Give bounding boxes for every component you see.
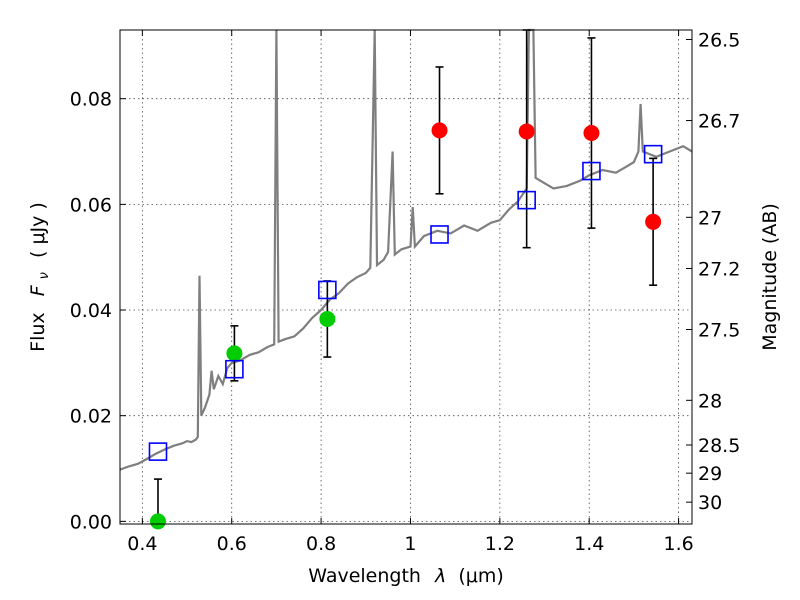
x-axis-label-symbol: λ [434, 565, 446, 587]
y-axis-label-unit: ( μJy ) [27, 202, 49, 258]
x-axis-label-unit: (μm) [458, 565, 503, 587]
y-tick-label: 0.00 [70, 511, 112, 533]
magnitude-tick-label: 28.5 [698, 435, 740, 457]
y-tick-label: 0.08 [70, 89, 112, 111]
model-spectrum-line [119, 28, 693, 471]
model-photometry-square [148, 442, 168, 461]
x-tick-label: 0.4 [127, 533, 157, 555]
data-point [149, 513, 166, 530]
x-tick-label: 0.6 [217, 533, 247, 555]
data-point [319, 311, 336, 328]
x-tick-label: 1.6 [663, 533, 693, 555]
x-axis-label-text: Wavelength [308, 565, 421, 587]
y-axis-label-sub: ν [37, 272, 52, 279]
magnitude-tick-label: 27.5 [698, 320, 740, 342]
error-bars [153, 29, 658, 525]
data-point [583, 125, 600, 142]
magnitude-tick-label: 30 [698, 492, 722, 514]
data-point [431, 122, 448, 139]
model-photometry-square [643, 144, 663, 164]
y-tick-label: 0.02 [70, 406, 112, 428]
y-axis-label-symbol: F [27, 284, 49, 296]
magnitude-tick-label: 27.2 [698, 258, 740, 280]
y2-axis-label: Magnitude (AB) [759, 203, 781, 351]
model-photometry-square [582, 161, 601, 181]
x-tick-label: 1.2 [485, 533, 515, 555]
model-photometry-square [517, 190, 536, 210]
y-axis-label-text: Flux [27, 312, 49, 352]
y-tick-label: 0.04 [70, 300, 112, 322]
x-tick-label: 1 [404, 533, 416, 555]
data-point [645, 213, 662, 230]
x-tick-label: 1.4 [574, 533, 604, 555]
data-markers [148, 122, 663, 530]
model-photometry-square [430, 225, 449, 244]
x-axis-label: Wavelength λ (μm) [308, 565, 503, 587]
y-tick-label: 0.06 [70, 194, 112, 216]
magnitude-tick-label: 26.7 [698, 111, 740, 133]
y-axis-label: Flux F ν ( μJy ) [27, 202, 53, 352]
axis-ticks: 0.4 0.6 0.8 1 1.2 1.4 1.6 0.00 0.02 0.04 0.06 0.08 2… [70, 29, 741, 555]
x-tick-label: 0.8 [306, 533, 336, 555]
magnitude-tick-label: 28 [698, 390, 722, 412]
data-point [518, 123, 535, 140]
plot-frame [119, 29, 693, 525]
grid [120, 30, 692, 524]
magnitude-tick-label: 29 [698, 463, 722, 485]
data-point [226, 345, 243, 362]
magnitude-tick-label: 27 [698, 207, 722, 229]
model-photometry-square [225, 359, 244, 379]
magnitude-tick-label: 26.5 [698, 29, 740, 51]
model-photometry-square [318, 280, 337, 300]
